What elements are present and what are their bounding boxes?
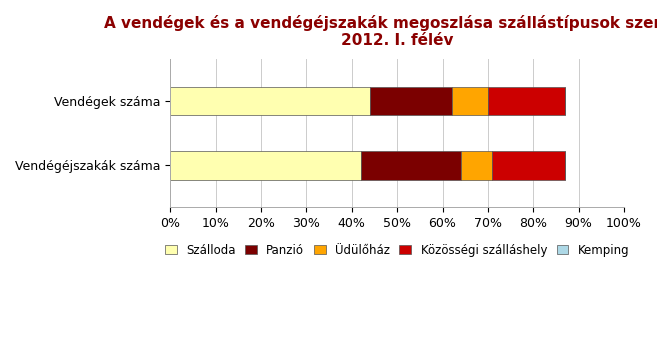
Bar <box>170 86 370 115</box>
Bar <box>451 86 488 115</box>
Bar <box>370 86 451 115</box>
Bar <box>361 151 461 180</box>
Title: A vendégek és a vendégéjszakák megoszlása szállástípusok szerint,
2012. I. félév: A vendégek és a vendégéjszakák megoszlás… <box>104 15 657 48</box>
Bar <box>461 151 493 180</box>
Legend: Szálloda, Panzió, Üdülőház, Közösségi szálláshely, Kemping: Szálloda, Panzió, Üdülőház, Közösségi sz… <box>161 240 633 260</box>
Bar <box>170 151 361 180</box>
Bar <box>488 86 565 115</box>
Bar <box>493 151 565 180</box>
